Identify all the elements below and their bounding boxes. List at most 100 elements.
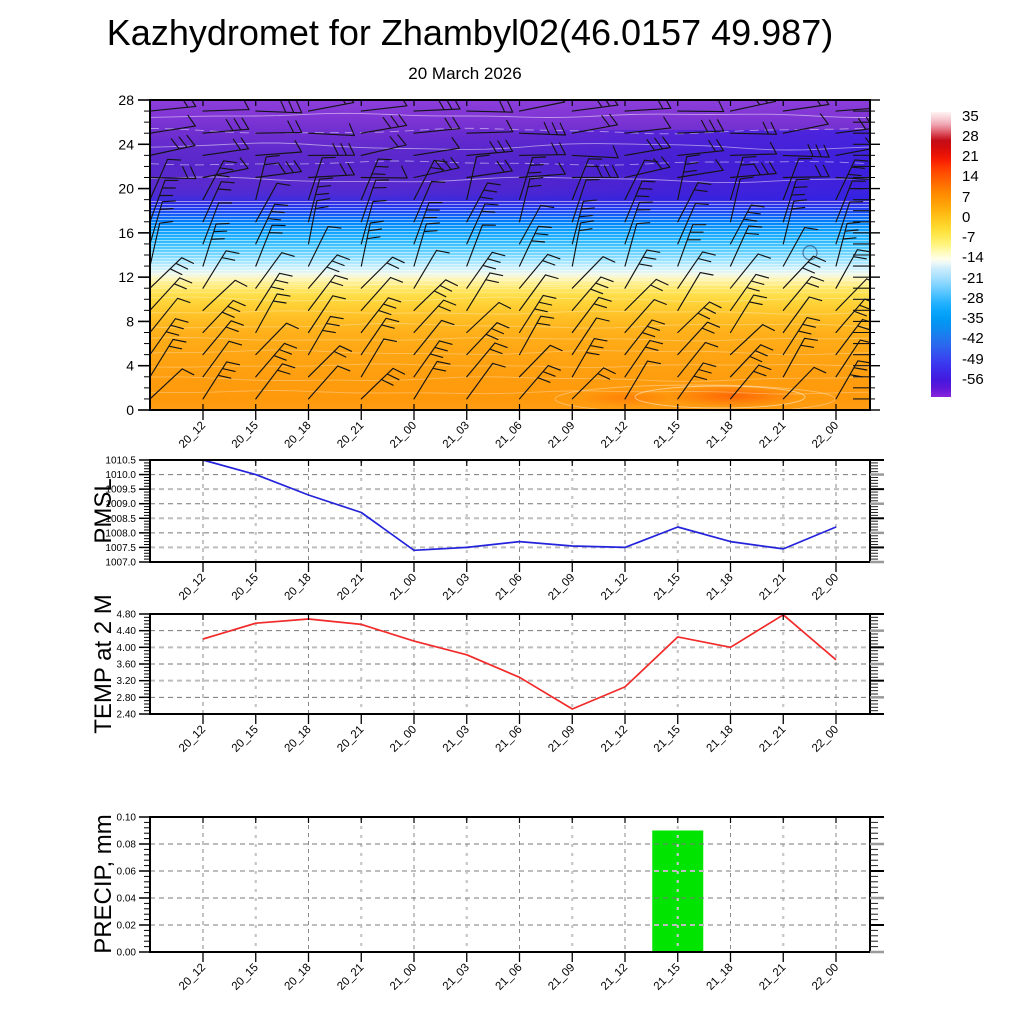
x-tick-label: 21_15	[652, 724, 683, 755]
wind-barb	[413, 319, 455, 356]
wind-barb	[518, 365, 561, 400]
colorbar-tick-label: -49	[962, 350, 984, 368]
wind-barb	[255, 322, 299, 356]
wind-barb	[307, 274, 349, 311]
x-tick-label: 21_12	[599, 962, 630, 993]
wind-barb	[360, 114, 408, 134]
x-tick-label: 20_21	[335, 962, 366, 993]
y-tick-label: 16	[118, 225, 134, 241]
wind-barb	[360, 276, 404, 311]
wind-barb	[255, 154, 280, 201]
wind-barb	[413, 249, 450, 289]
wind-barb	[202, 160, 238, 201]
colorbar-tick-label: -56	[962, 370, 984, 388]
wind-barb	[571, 338, 608, 378]
cross-section-axes: 28 24 20 16 12 8 4 0 20_12 20_15 20_18 20_21 21_00 21…	[118, 92, 880, 451]
wind-barb	[466, 272, 504, 311]
colorbar-tick-label: -21	[962, 269, 984, 287]
y-tick-label: 12	[118, 269, 134, 285]
x-tick-label: 20_18	[283, 962, 314, 993]
wind-barb	[729, 100, 777, 112]
wind-barb	[782, 276, 825, 311]
contour-line	[150, 112, 870, 118]
wind-barb	[782, 337, 818, 378]
y-tick-label: 3.60	[117, 660, 137, 671]
x-tick-label: 21_06	[494, 572, 525, 603]
wind-barb	[729, 204, 765, 245]
contour-line	[150, 349, 870, 356]
cross-section-frame	[149, 99, 871, 411]
wind-barb	[677, 321, 721, 356]
y-tick-label: 1008.5	[105, 514, 136, 525]
wind-barb	[782, 157, 813, 201]
y-tick-label: 0.10	[117, 813, 137, 824]
x-tick-label: 21_12	[599, 724, 630, 755]
x-tick-label: 21_21	[757, 420, 788, 451]
wind-barb	[729, 176, 754, 223]
wind-barb	[782, 178, 810, 223]
wind-barb	[413, 299, 457, 334]
x-tick-label: 21_06	[494, 962, 525, 993]
y-tick-label: 8	[126, 313, 134, 329]
y-tick-label: 28	[118, 92, 134, 108]
wind-barb	[729, 294, 767, 334]
wind-barb	[571, 317, 610, 356]
wind-barb	[571, 276, 614, 311]
x-tick-label: 22_00	[810, 572, 841, 603]
wind-barb	[729, 141, 778, 156]
wind-barb	[150, 257, 194, 289]
wind-barb	[677, 203, 709, 245]
x-tick-label: 22_00	[810, 724, 841, 755]
wind-barb	[518, 156, 547, 201]
wind-barb	[571, 113, 619, 134]
wind-barb	[360, 199, 387, 245]
colorbar-tick-label: -35	[962, 310, 984, 328]
wind-barb	[150, 179, 179, 223]
wind-barb	[571, 165, 619, 179]
wind-barb	[360, 165, 408, 179]
contour-line	[150, 390, 870, 395]
wind-barb	[255, 293, 291, 334]
y-tick-label: 4.80	[117, 610, 137, 621]
wind-barb	[835, 108, 870, 112]
wind-barb	[202, 202, 233, 245]
wind-barb	[255, 182, 291, 223]
wind-barb	[466, 119, 514, 134]
wind-barb	[571, 145, 619, 159]
wind-barb	[782, 113, 829, 134]
wind-barb	[729, 121, 778, 135]
y-tick-label: 1009.0	[105, 499, 136, 510]
y-tick-label: 2.80	[117, 693, 137, 704]
cross-section-field	[150, 100, 870, 410]
wind-barb	[624, 319, 666, 356]
wind-barb	[624, 222, 651, 267]
wind-barb	[677, 100, 725, 113]
y-tick-label: 4	[126, 358, 134, 374]
pmsl-panel: 1010.5 1010.0 1009.5 1009.0 1008.5 1008.0 1007…	[105, 456, 884, 603]
x-tick-label: 21_09	[546, 962, 577, 993]
x-tick-label: 20_12	[177, 962, 208, 993]
wind-barb	[624, 249, 661, 289]
wind-barb	[782, 255, 826, 289]
wind-barb	[150, 368, 195, 400]
x-tick-label: 21_18	[705, 572, 736, 603]
wind-barb	[571, 296, 612, 334]
x-tick-label: 21_03	[441, 724, 472, 755]
wind-barb	[413, 222, 440, 267]
wind-barb	[835, 339, 870, 378]
wind-barb	[571, 179, 600, 223]
colorbar-tick-label: 28	[962, 127, 979, 145]
wind-barb	[782, 366, 827, 400]
wind-barb	[202, 299, 246, 334]
wind-barb	[466, 154, 490, 201]
wind-barb	[466, 224, 496, 267]
contour-line	[150, 363, 870, 368]
x-tick-label: 21_03	[441, 420, 472, 451]
wind-barb	[466, 342, 508, 378]
wind-barb	[307, 345, 353, 378]
wind-barb	[624, 339, 664, 378]
x-tick-label: 21_00	[388, 962, 419, 993]
wind-barb	[150, 318, 189, 356]
wind-barb	[677, 224, 707, 267]
